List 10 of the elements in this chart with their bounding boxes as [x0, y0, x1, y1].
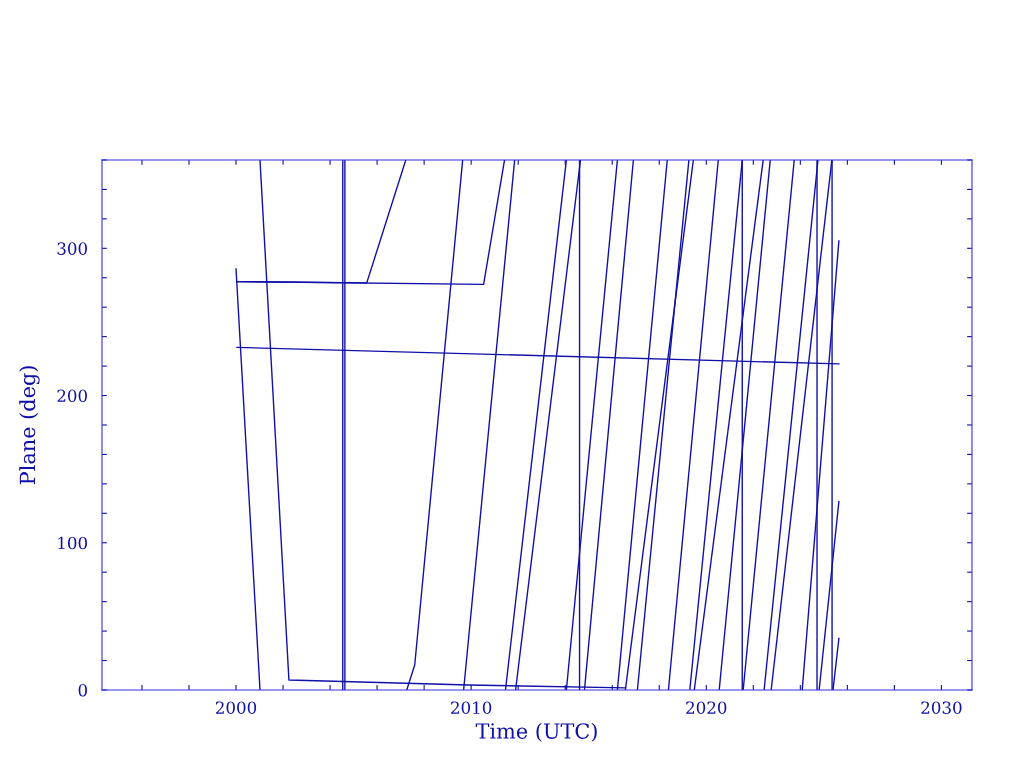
x-tick-label: 2020 — [686, 701, 727, 714]
x-axis-title: Time (UTC) — [475, 722, 597, 742]
y-tick-label: 300 — [57, 242, 87, 255]
x-tick-label: 2030 — [921, 701, 962, 714]
y-tick-label: 200 — [57, 389, 87, 403]
y-tick-label: 100 — [58, 536, 87, 550]
y-axis-title: Plane (deg) — [19, 366, 40, 485]
x-tick-label: 2010 — [451, 701, 492, 714]
x-tick-label: 2000 — [215, 701, 257, 714]
y-tick-label: 0 — [78, 683, 87, 697]
